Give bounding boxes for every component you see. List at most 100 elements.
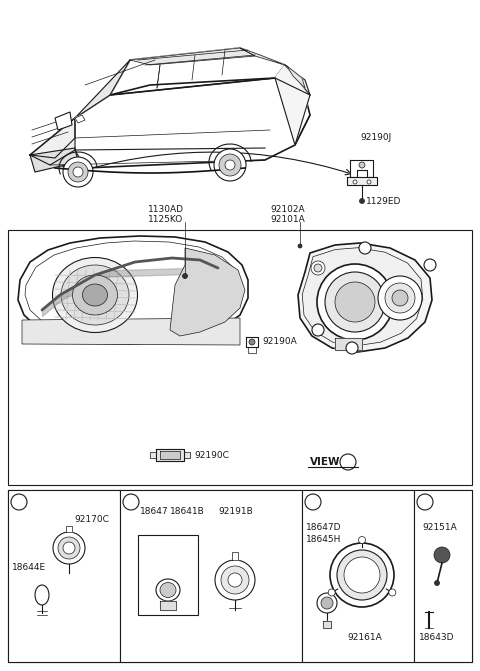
Polygon shape bbox=[156, 449, 184, 461]
Circle shape bbox=[330, 543, 394, 607]
Polygon shape bbox=[160, 451, 180, 459]
Ellipse shape bbox=[61, 265, 129, 325]
Polygon shape bbox=[275, 65, 310, 145]
Circle shape bbox=[63, 542, 75, 554]
Text: 18643D: 18643D bbox=[419, 633, 455, 643]
Polygon shape bbox=[170, 248, 245, 336]
Text: 92161A: 92161A bbox=[347, 633, 382, 643]
Text: 92151A: 92151A bbox=[422, 523, 457, 533]
Circle shape bbox=[328, 589, 335, 596]
FancyBboxPatch shape bbox=[120, 490, 302, 662]
Polygon shape bbox=[30, 118, 75, 165]
Circle shape bbox=[73, 167, 83, 177]
Text: A: A bbox=[345, 458, 351, 466]
Ellipse shape bbox=[35, 585, 49, 605]
Polygon shape bbox=[30, 118, 75, 158]
Polygon shape bbox=[55, 112, 72, 130]
Circle shape bbox=[68, 162, 88, 182]
Circle shape bbox=[335, 282, 375, 322]
Circle shape bbox=[123, 494, 139, 510]
Circle shape bbox=[228, 573, 242, 587]
Circle shape bbox=[321, 597, 333, 609]
Circle shape bbox=[58, 537, 80, 559]
Circle shape bbox=[182, 274, 188, 278]
Ellipse shape bbox=[156, 579, 180, 601]
Circle shape bbox=[337, 550, 387, 600]
Polygon shape bbox=[75, 115, 85, 123]
Circle shape bbox=[317, 264, 393, 340]
Ellipse shape bbox=[52, 258, 137, 333]
Circle shape bbox=[312, 324, 324, 336]
Circle shape bbox=[311, 261, 325, 275]
Circle shape bbox=[314, 264, 322, 272]
Circle shape bbox=[346, 342, 358, 354]
Text: 18645H: 18645H bbox=[306, 535, 341, 544]
Polygon shape bbox=[25, 241, 242, 339]
Text: b: b bbox=[129, 497, 133, 507]
Text: 18644E: 18644E bbox=[12, 564, 46, 572]
Polygon shape bbox=[110, 48, 285, 95]
Polygon shape bbox=[347, 177, 377, 185]
Text: (HID): (HID) bbox=[146, 546, 173, 556]
Ellipse shape bbox=[160, 582, 176, 597]
Text: d: d bbox=[362, 244, 367, 252]
FancyBboxPatch shape bbox=[414, 490, 472, 662]
Circle shape bbox=[389, 589, 396, 596]
Circle shape bbox=[385, 283, 415, 313]
Text: c: c bbox=[311, 497, 315, 507]
Text: 92101A: 92101A bbox=[270, 215, 305, 225]
Polygon shape bbox=[160, 601, 176, 610]
Circle shape bbox=[215, 560, 255, 600]
Circle shape bbox=[424, 259, 436, 271]
FancyBboxPatch shape bbox=[8, 490, 472, 662]
Circle shape bbox=[367, 180, 371, 184]
Text: b: b bbox=[349, 344, 354, 352]
Polygon shape bbox=[150, 452, 156, 458]
Text: 18647D: 18647D bbox=[306, 523, 341, 533]
Text: 1129ED: 1129ED bbox=[366, 197, 401, 205]
Circle shape bbox=[63, 157, 93, 187]
Circle shape bbox=[317, 593, 337, 613]
Polygon shape bbox=[350, 160, 373, 177]
Polygon shape bbox=[18, 236, 248, 344]
Polygon shape bbox=[184, 452, 190, 458]
Polygon shape bbox=[240, 48, 285, 65]
Circle shape bbox=[392, 290, 408, 306]
Circle shape bbox=[360, 199, 364, 203]
Text: VIEW: VIEW bbox=[310, 457, 340, 467]
Circle shape bbox=[434, 580, 440, 586]
Text: 92190A: 92190A bbox=[262, 338, 297, 346]
Text: 92102A: 92102A bbox=[270, 205, 305, 215]
Circle shape bbox=[353, 180, 357, 184]
Ellipse shape bbox=[72, 275, 118, 315]
Circle shape bbox=[219, 154, 241, 176]
Text: a: a bbox=[316, 325, 320, 335]
Circle shape bbox=[249, 339, 255, 345]
Text: 92190J: 92190J bbox=[360, 132, 391, 142]
Text: 92190C: 92190C bbox=[194, 452, 229, 460]
Polygon shape bbox=[246, 337, 258, 347]
FancyBboxPatch shape bbox=[8, 490, 120, 662]
Circle shape bbox=[359, 537, 365, 544]
Text: 1125KO: 1125KO bbox=[148, 215, 183, 225]
Circle shape bbox=[340, 454, 356, 470]
Text: a: a bbox=[17, 497, 22, 507]
Circle shape bbox=[378, 276, 422, 320]
Polygon shape bbox=[30, 78, 310, 168]
FancyBboxPatch shape bbox=[302, 490, 414, 662]
Polygon shape bbox=[75, 60, 130, 118]
Text: 18647: 18647 bbox=[140, 507, 168, 517]
Circle shape bbox=[325, 272, 385, 332]
Text: 1130AD: 1130AD bbox=[148, 205, 184, 215]
Text: c: c bbox=[428, 260, 432, 270]
Circle shape bbox=[298, 244, 302, 248]
Circle shape bbox=[53, 532, 85, 564]
Circle shape bbox=[417, 494, 433, 510]
Polygon shape bbox=[323, 621, 331, 628]
Polygon shape bbox=[232, 552, 238, 560]
Polygon shape bbox=[130, 48, 255, 65]
Polygon shape bbox=[66, 526, 72, 532]
Text: 18641B: 18641B bbox=[170, 507, 205, 517]
Circle shape bbox=[305, 494, 321, 510]
Circle shape bbox=[11, 494, 27, 510]
